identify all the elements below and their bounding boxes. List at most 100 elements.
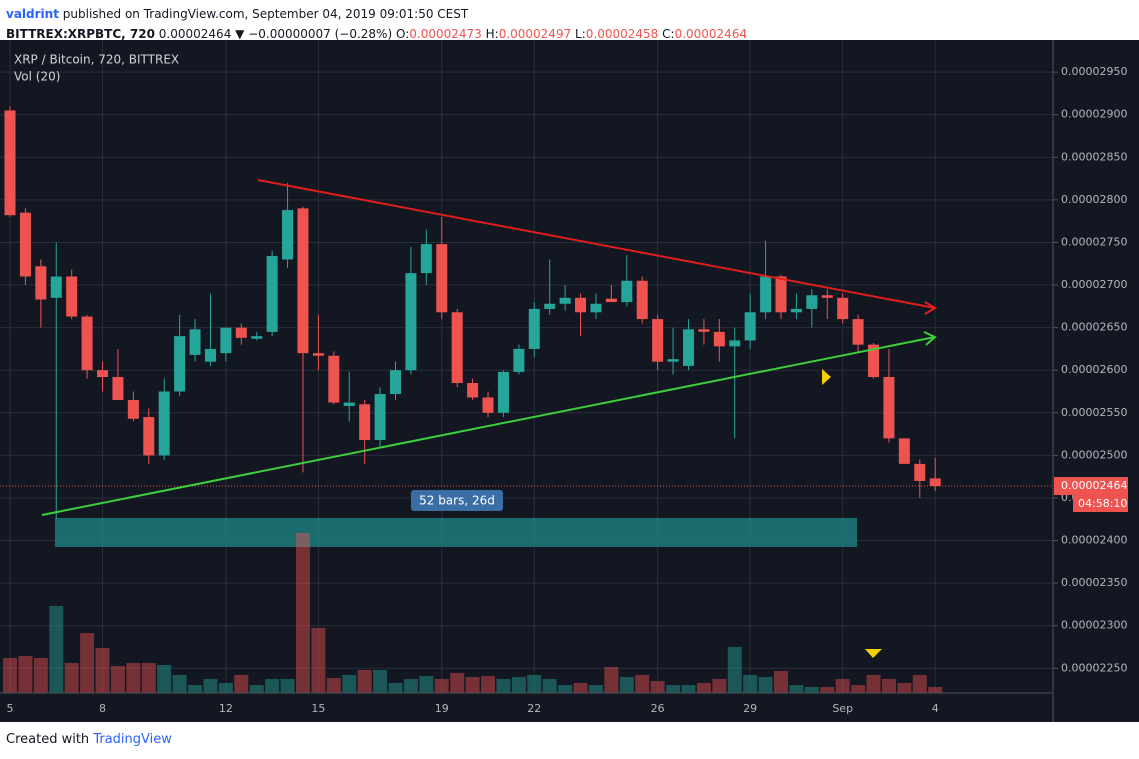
volume-bar xyxy=(588,685,603,693)
countdown-box xyxy=(1073,495,1128,513)
background xyxy=(0,40,1139,722)
candle-body xyxy=(4,110,16,216)
volume-bar xyxy=(928,687,943,693)
candle-body xyxy=(143,417,155,456)
candle-body xyxy=(713,331,725,347)
volume-bar xyxy=(758,677,773,693)
volume-bar xyxy=(295,533,310,693)
candle-body xyxy=(50,276,62,298)
candle-body xyxy=(621,280,633,303)
resistance-line xyxy=(257,179,936,309)
chart-title: XRP / Bitcoin, 720, BITTREX xyxy=(14,53,179,67)
volume-bar xyxy=(64,663,79,693)
candle-body xyxy=(467,382,479,398)
volume-bar xyxy=(373,670,388,693)
volume-bar xyxy=(897,683,912,693)
candle-body xyxy=(405,273,417,371)
o-label: O: xyxy=(395,27,410,41)
last-price-box xyxy=(1054,477,1128,496)
volume-bar xyxy=(157,665,172,693)
candle-body xyxy=(112,377,124,401)
created: Created with xyxy=(6,732,90,747)
candle-body xyxy=(760,276,772,313)
volume-bar xyxy=(542,679,557,693)
volume-bar xyxy=(403,679,418,693)
candle-body xyxy=(775,276,787,313)
volume-bar xyxy=(311,628,326,693)
candle-body xyxy=(559,297,571,304)
volume-bar xyxy=(635,675,650,693)
x-tick-label: 5 xyxy=(7,702,14,715)
volume-bar xyxy=(820,687,835,693)
author[interactable]: valdrint xyxy=(6,7,59,21)
volume-bar xyxy=(33,658,48,693)
candle-body xyxy=(312,353,324,356)
measure-box xyxy=(411,490,503,511)
candle-body xyxy=(251,336,263,339)
candle-body xyxy=(528,308,540,349)
volume-bar xyxy=(342,675,357,693)
volume-bar xyxy=(681,685,696,693)
x-tick-label: 4 xyxy=(932,702,939,715)
volume-bar xyxy=(265,679,280,693)
candle-body xyxy=(189,329,201,355)
y-tick-label: 0.00002500 xyxy=(1061,448,1127,461)
volume-bar xyxy=(696,683,711,693)
volume-bar xyxy=(419,676,434,693)
candle-body xyxy=(359,404,371,441)
y-tick-label: 0.00002800 xyxy=(1061,193,1127,206)
y-tick-label: 0.00002700 xyxy=(1061,278,1127,291)
y-tick-label: 0.00002950 xyxy=(1061,65,1127,78)
y-tick-label: 0.00002600 xyxy=(1061,363,1127,376)
arrow xyxy=(924,301,937,315)
volume-bar xyxy=(881,679,896,693)
candle-body xyxy=(667,359,679,362)
symbol: BITTREX:XRPBTC, 720 xyxy=(6,27,155,41)
volume-bar xyxy=(357,670,372,693)
last-price-label: 0.00002464 xyxy=(1061,479,1127,492)
candle-body xyxy=(81,316,93,371)
x-tick-label: 19 xyxy=(435,702,449,715)
volume-bar xyxy=(234,675,249,693)
candle-body xyxy=(97,370,109,378)
candle-body xyxy=(328,355,340,403)
candle-body xyxy=(590,303,602,313)
candle-body xyxy=(605,298,617,303)
candle-body xyxy=(790,308,802,313)
volume-bar xyxy=(172,675,187,693)
volume-bar xyxy=(558,685,573,693)
y-tick-label: 0.00002250 xyxy=(1061,661,1127,674)
volume-bar xyxy=(188,685,203,693)
volume-bar xyxy=(527,675,542,693)
volume-bar xyxy=(434,679,449,693)
x-tick-label: 22 xyxy=(527,702,541,715)
candle-body xyxy=(266,256,278,332)
chart: 52 bars, 26d XRP / Bitcoin, 720, BITTREX… xyxy=(0,40,1139,722)
c-value: 0.00002464 xyxy=(674,27,748,41)
support-line xyxy=(41,336,936,516)
volume-bar xyxy=(573,683,588,693)
change: ▼ −0.00000007 (−0.28%) xyxy=(235,27,393,41)
c-label: C: xyxy=(662,27,675,41)
x-tick-label: 12 xyxy=(219,702,233,715)
candle-body xyxy=(343,402,355,406)
y-tick-label: 0.00002550 xyxy=(1061,406,1127,419)
brand[interactable]: TradingView xyxy=(93,732,172,747)
o-value: 0.00002473 xyxy=(409,27,482,41)
volume-bar xyxy=(465,677,480,693)
volume-bar xyxy=(774,671,788,693)
volume-bar xyxy=(95,648,110,693)
candle-body xyxy=(451,312,463,383)
volume-bar xyxy=(804,687,819,693)
last: 0.00002464 xyxy=(158,27,232,41)
subtitle: Vol (20) xyxy=(14,70,60,84)
candle-body xyxy=(883,377,895,439)
candle-body xyxy=(158,391,170,456)
volume-bar xyxy=(835,679,850,693)
y-tick-label: 0.00002400 xyxy=(1061,534,1127,547)
x-tick-label: 8 xyxy=(99,702,106,715)
candle-body xyxy=(821,295,833,298)
volume-bar xyxy=(49,606,64,693)
volume-bar xyxy=(80,633,95,693)
